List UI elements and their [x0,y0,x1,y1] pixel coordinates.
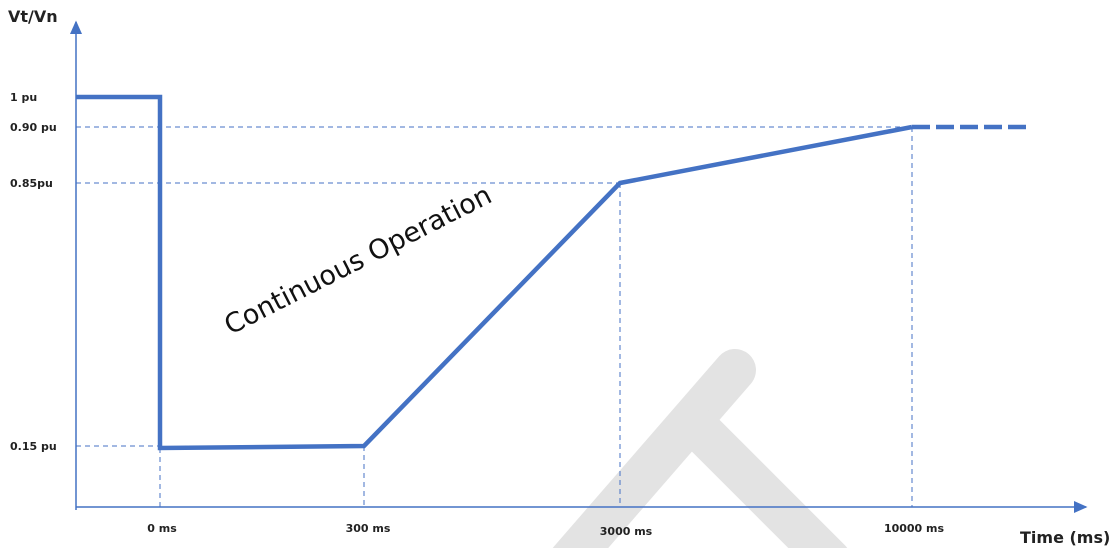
x-point-label: 3000 ms [600,525,653,538]
x-point-label: 0 ms [147,522,177,535]
y-level-label: 0.15 pu [10,440,57,453]
y-level-label: 0.85pu [10,177,53,190]
y-axis-title: Vt/Vn [8,7,58,26]
x-point-label: 300 ms [346,522,391,535]
y-level-label: 1 pu [10,91,37,104]
y-level-label: 0.90 pu [10,121,57,134]
voltage-curve [76,94,913,451]
region-label: Continuous Operation [219,180,496,342]
guide-lines [76,126,913,507]
x-point-label: 10000 ms [884,522,945,535]
watermark [552,349,848,548]
x-axis-title: Time (ms) [1020,528,1110,547]
